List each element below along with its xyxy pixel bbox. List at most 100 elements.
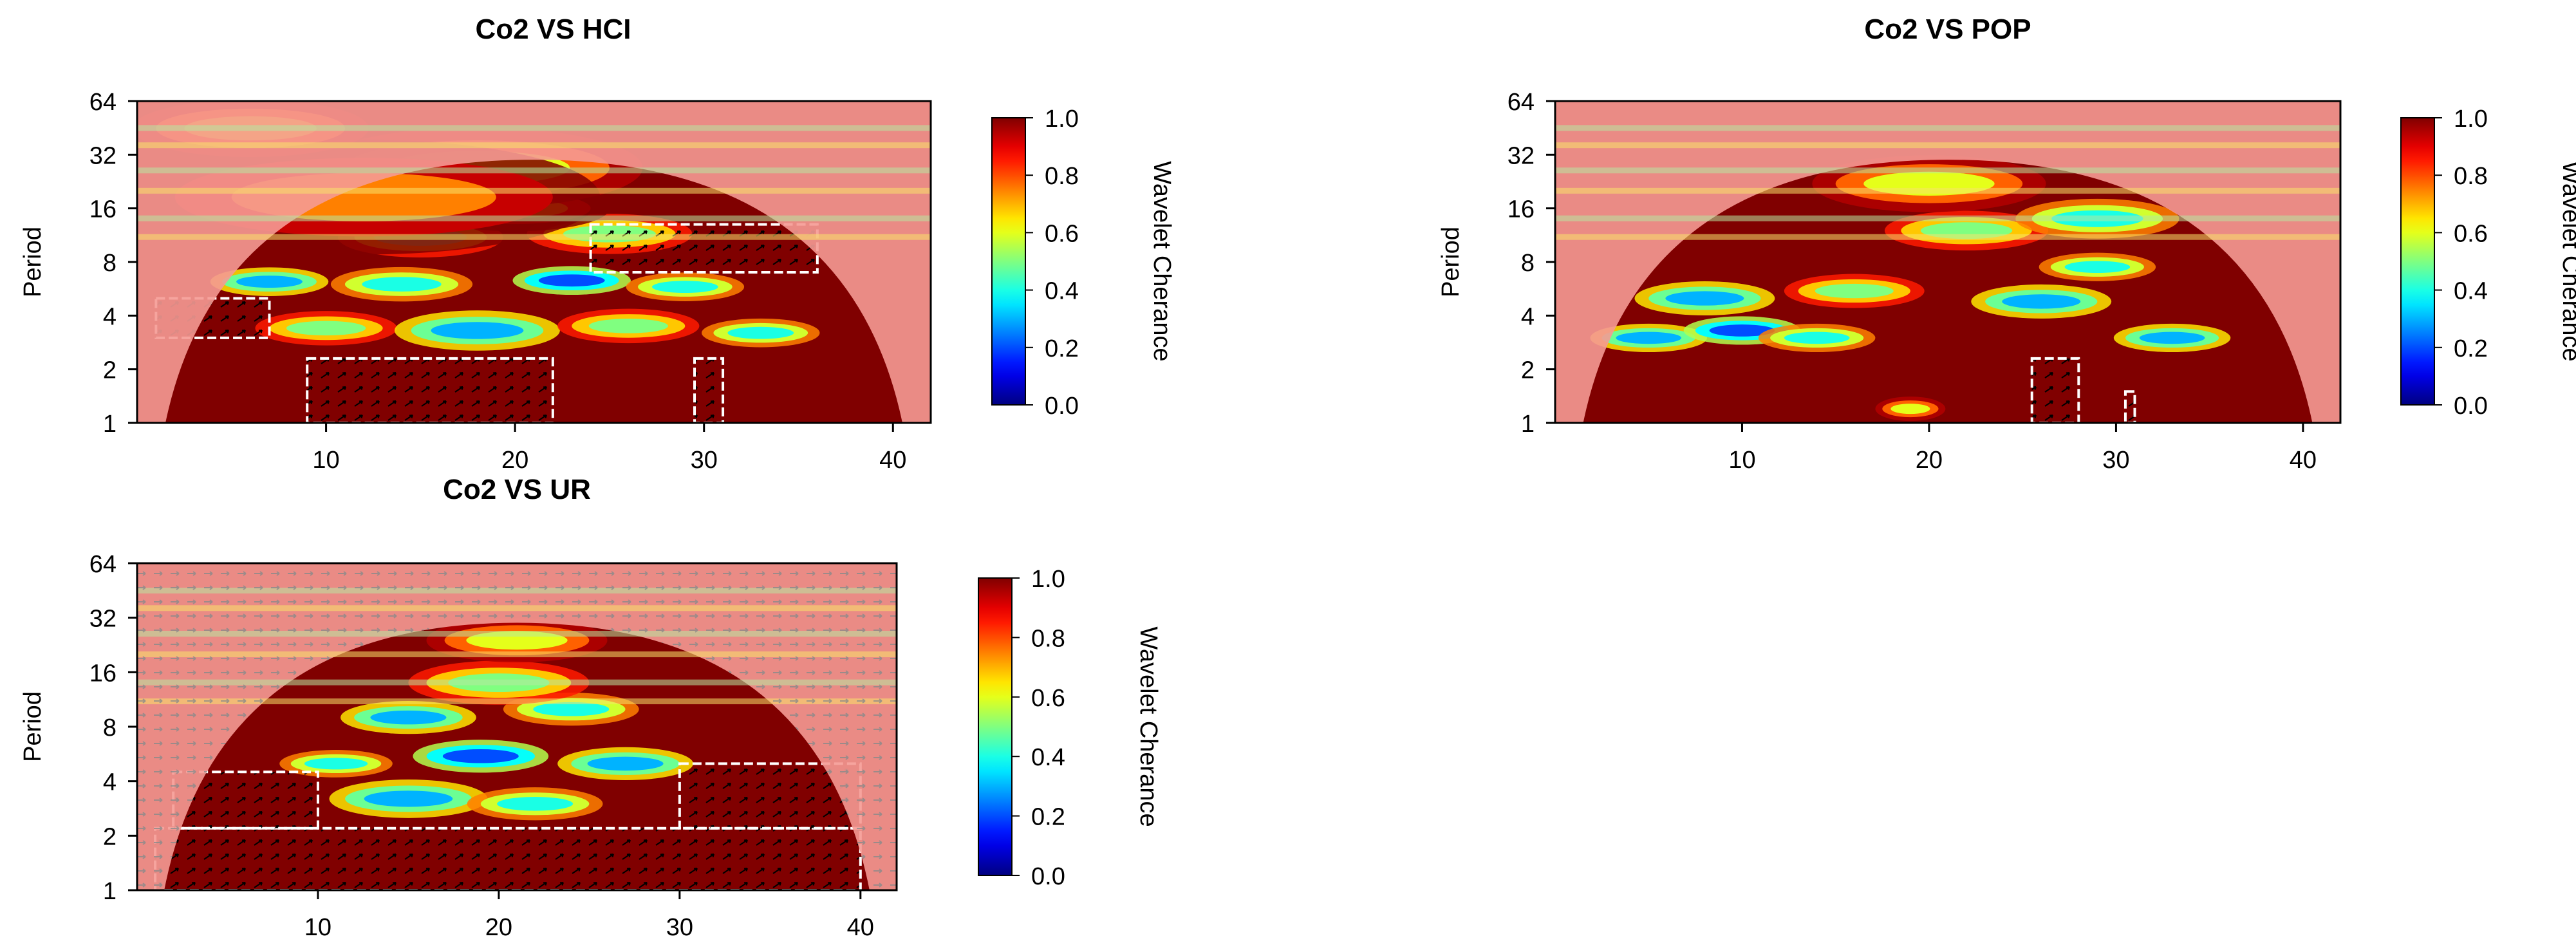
chart-panel-2: Co2 VS POP 1 2 4 8 16 32 64 10 20 30 40 Period 0.0 0.2… xyxy=(1437,14,2576,474)
colorbar-tick-label: 0.0 xyxy=(1031,863,1065,890)
colorbar-tick-label: 1.0 xyxy=(1031,566,1065,593)
x-tick-label: 20 xyxy=(1916,447,1943,474)
coherence-blob xyxy=(364,790,453,807)
colorbar-tick-label: 1.0 xyxy=(2454,106,2488,133)
coherence-blob xyxy=(1709,324,1775,337)
x-tick-label: 40 xyxy=(847,914,874,941)
colorbar-tick-label: 0.8 xyxy=(1031,625,1065,652)
phase-arrows-field xyxy=(137,563,897,890)
coherence-blob xyxy=(304,758,368,770)
edge-band xyxy=(137,142,931,149)
x-tick-label: 40 xyxy=(2290,447,2317,474)
y-tick-label: 16 xyxy=(1507,196,1535,223)
y-tick-label: 64 xyxy=(89,89,117,116)
chart-title: Co2 VS HCI xyxy=(475,14,631,45)
significance-region xyxy=(590,224,817,273)
edge-band xyxy=(1555,234,2340,240)
chart-panel-3: Co2 VS UR 1 2 4 8 16 32 64 10 20 30 40 Period 0.0 0.2 0… xyxy=(19,474,1162,941)
y-tick-label: 1 xyxy=(1521,411,1535,438)
significance-contour xyxy=(154,826,862,890)
coherence-blob xyxy=(2064,261,2131,274)
y-axis-label: Period xyxy=(19,691,46,762)
coherence-blob xyxy=(236,275,303,288)
y-tick-label: 2 xyxy=(103,823,117,850)
x-tick-label: 20 xyxy=(485,914,512,941)
cone-of-influence-mask xyxy=(137,101,931,423)
colorbar-tick-label: 0.8 xyxy=(1045,163,1079,190)
y-tick-label: 32 xyxy=(1507,142,1535,169)
edge-band xyxy=(137,187,931,194)
coherence-blob xyxy=(588,319,668,333)
chart-panel-1: Co2 VS HCI 1 2 4 8 16 32 64 10 20 30 40 Period 0.0 0.2… xyxy=(19,14,1175,474)
y-tick-label: 2 xyxy=(1521,357,1535,384)
y-tick-label: 16 xyxy=(89,660,117,687)
chart-title: Co2 VS UR xyxy=(443,474,591,505)
colorbar xyxy=(978,577,1013,876)
y-tick-label: 16 xyxy=(89,196,117,223)
coherence-blob xyxy=(533,702,610,716)
edge-band xyxy=(137,167,931,174)
y-axis-label: Period xyxy=(1437,227,1464,297)
y-tick-label: 2 xyxy=(103,357,117,384)
y-tick-label: 32 xyxy=(89,606,117,633)
x-tick-label: 20 xyxy=(501,447,528,474)
colorbar-tick-label: 0.6 xyxy=(2454,220,2488,247)
colorbar-tick-label: 0.6 xyxy=(1031,685,1065,712)
colorbar-tick-label: 0.6 xyxy=(1045,220,1079,247)
colorbar-tick-label: 0.4 xyxy=(1031,744,1065,771)
significance-region xyxy=(307,358,553,423)
y-tick-label: 64 xyxy=(1507,89,1535,116)
coherence-blob xyxy=(1616,331,1682,344)
y-tick-label: 4 xyxy=(103,303,117,330)
colorbar-label: Wavelet Cherance xyxy=(1148,161,1175,361)
y-tick-label: 4 xyxy=(103,769,117,796)
coherence-blob xyxy=(651,281,718,294)
coherence-blob xyxy=(727,326,794,339)
x-tick-label: 10 xyxy=(304,914,331,941)
colorbar-tick-label: 0.4 xyxy=(2454,278,2488,305)
x-tick-label: 30 xyxy=(691,447,718,474)
y-axis-label: Period xyxy=(19,227,46,297)
y-tick-label: 32 xyxy=(89,142,117,169)
coherence-blob xyxy=(587,756,664,771)
significance-region xyxy=(155,828,861,890)
colorbar xyxy=(2400,117,2435,406)
y-tick-label: 4 xyxy=(1521,303,1535,330)
coherence-blob xyxy=(362,277,442,292)
colorbar-tick-label: 0.8 xyxy=(2454,163,2488,190)
y-tick-label: 8 xyxy=(103,714,117,742)
x-tick-label: 30 xyxy=(2102,447,2129,474)
coherence-blob xyxy=(1784,331,1850,344)
x-tick-label: 30 xyxy=(666,914,693,941)
edge-band xyxy=(137,698,897,705)
y-tick-label: 8 xyxy=(103,250,117,277)
significance-region xyxy=(2125,391,2135,423)
coherence-blob xyxy=(1665,291,1744,306)
edge-band xyxy=(1555,167,2340,174)
colorbar-tick-label: 0.4 xyxy=(1045,278,1079,305)
y-tick-label: 1 xyxy=(103,411,117,438)
edge-band xyxy=(1555,142,2340,149)
coherence-blob xyxy=(431,322,524,339)
coherence-blob xyxy=(497,797,574,811)
coherence-blob xyxy=(370,710,447,725)
colorbar-tick-label: 0.2 xyxy=(1045,335,1079,362)
colorbar-tick-label: 0.0 xyxy=(2454,393,2488,420)
significance-region xyxy=(695,358,723,423)
edge-band xyxy=(137,215,931,221)
cone-of-influence-mask xyxy=(1555,101,2340,423)
edge-band xyxy=(137,679,897,686)
edge-band xyxy=(137,234,931,240)
colorbar-label: Wavelet Cherance xyxy=(2557,161,2576,361)
coherence-blob xyxy=(2139,331,2205,344)
colorbar xyxy=(991,117,1026,406)
edge-band xyxy=(1555,125,2340,131)
coherence-blob xyxy=(2002,294,2081,309)
coherence-blob xyxy=(1890,404,1930,415)
colorbar-tick-label: 1.0 xyxy=(1045,106,1079,133)
y-tick-label: 8 xyxy=(1521,250,1535,277)
coherence-blob xyxy=(442,749,519,763)
coherence-blob xyxy=(1815,283,1894,299)
edge-band xyxy=(137,651,897,658)
